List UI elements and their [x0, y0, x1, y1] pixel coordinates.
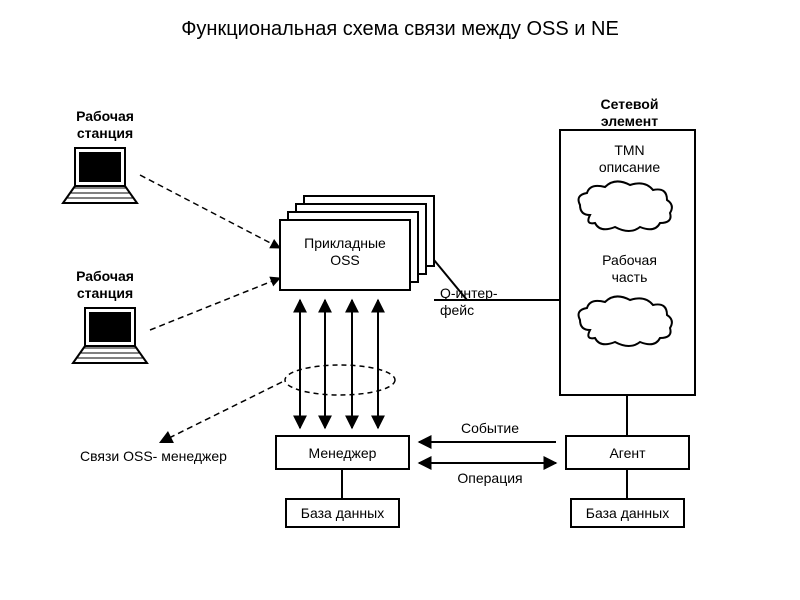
manager-box: Менеджер [275, 435, 410, 470]
event-label: Событие [440, 420, 540, 437]
database2-box: База данных [570, 498, 685, 528]
network-element-label: Сетевойэлемент [572, 96, 687, 130]
workstation-icon [63, 148, 137, 203]
cloud-icon [579, 296, 672, 346]
cloud-icon [579, 181, 672, 231]
agent-box: Агент [565, 435, 690, 470]
working-part-label: Рабочаячасть [572, 252, 687, 286]
workstation2-label: Рабочаястанция [60, 268, 150, 302]
database1-box: База данных [285, 498, 400, 528]
applied-oss-label: ПрикладныеOSS [283, 235, 407, 269]
workstation-icon [73, 308, 147, 363]
oss-manager-link-label: Связи OSS- менеджер [80, 448, 280, 465]
operation-label: Операция [440, 470, 540, 487]
workstation1-label: Рабочаястанция [60, 108, 150, 142]
q-interface-label: Q-интер-фейс [440, 285, 550, 319]
tmn-label: TMNописание [572, 142, 687, 176]
